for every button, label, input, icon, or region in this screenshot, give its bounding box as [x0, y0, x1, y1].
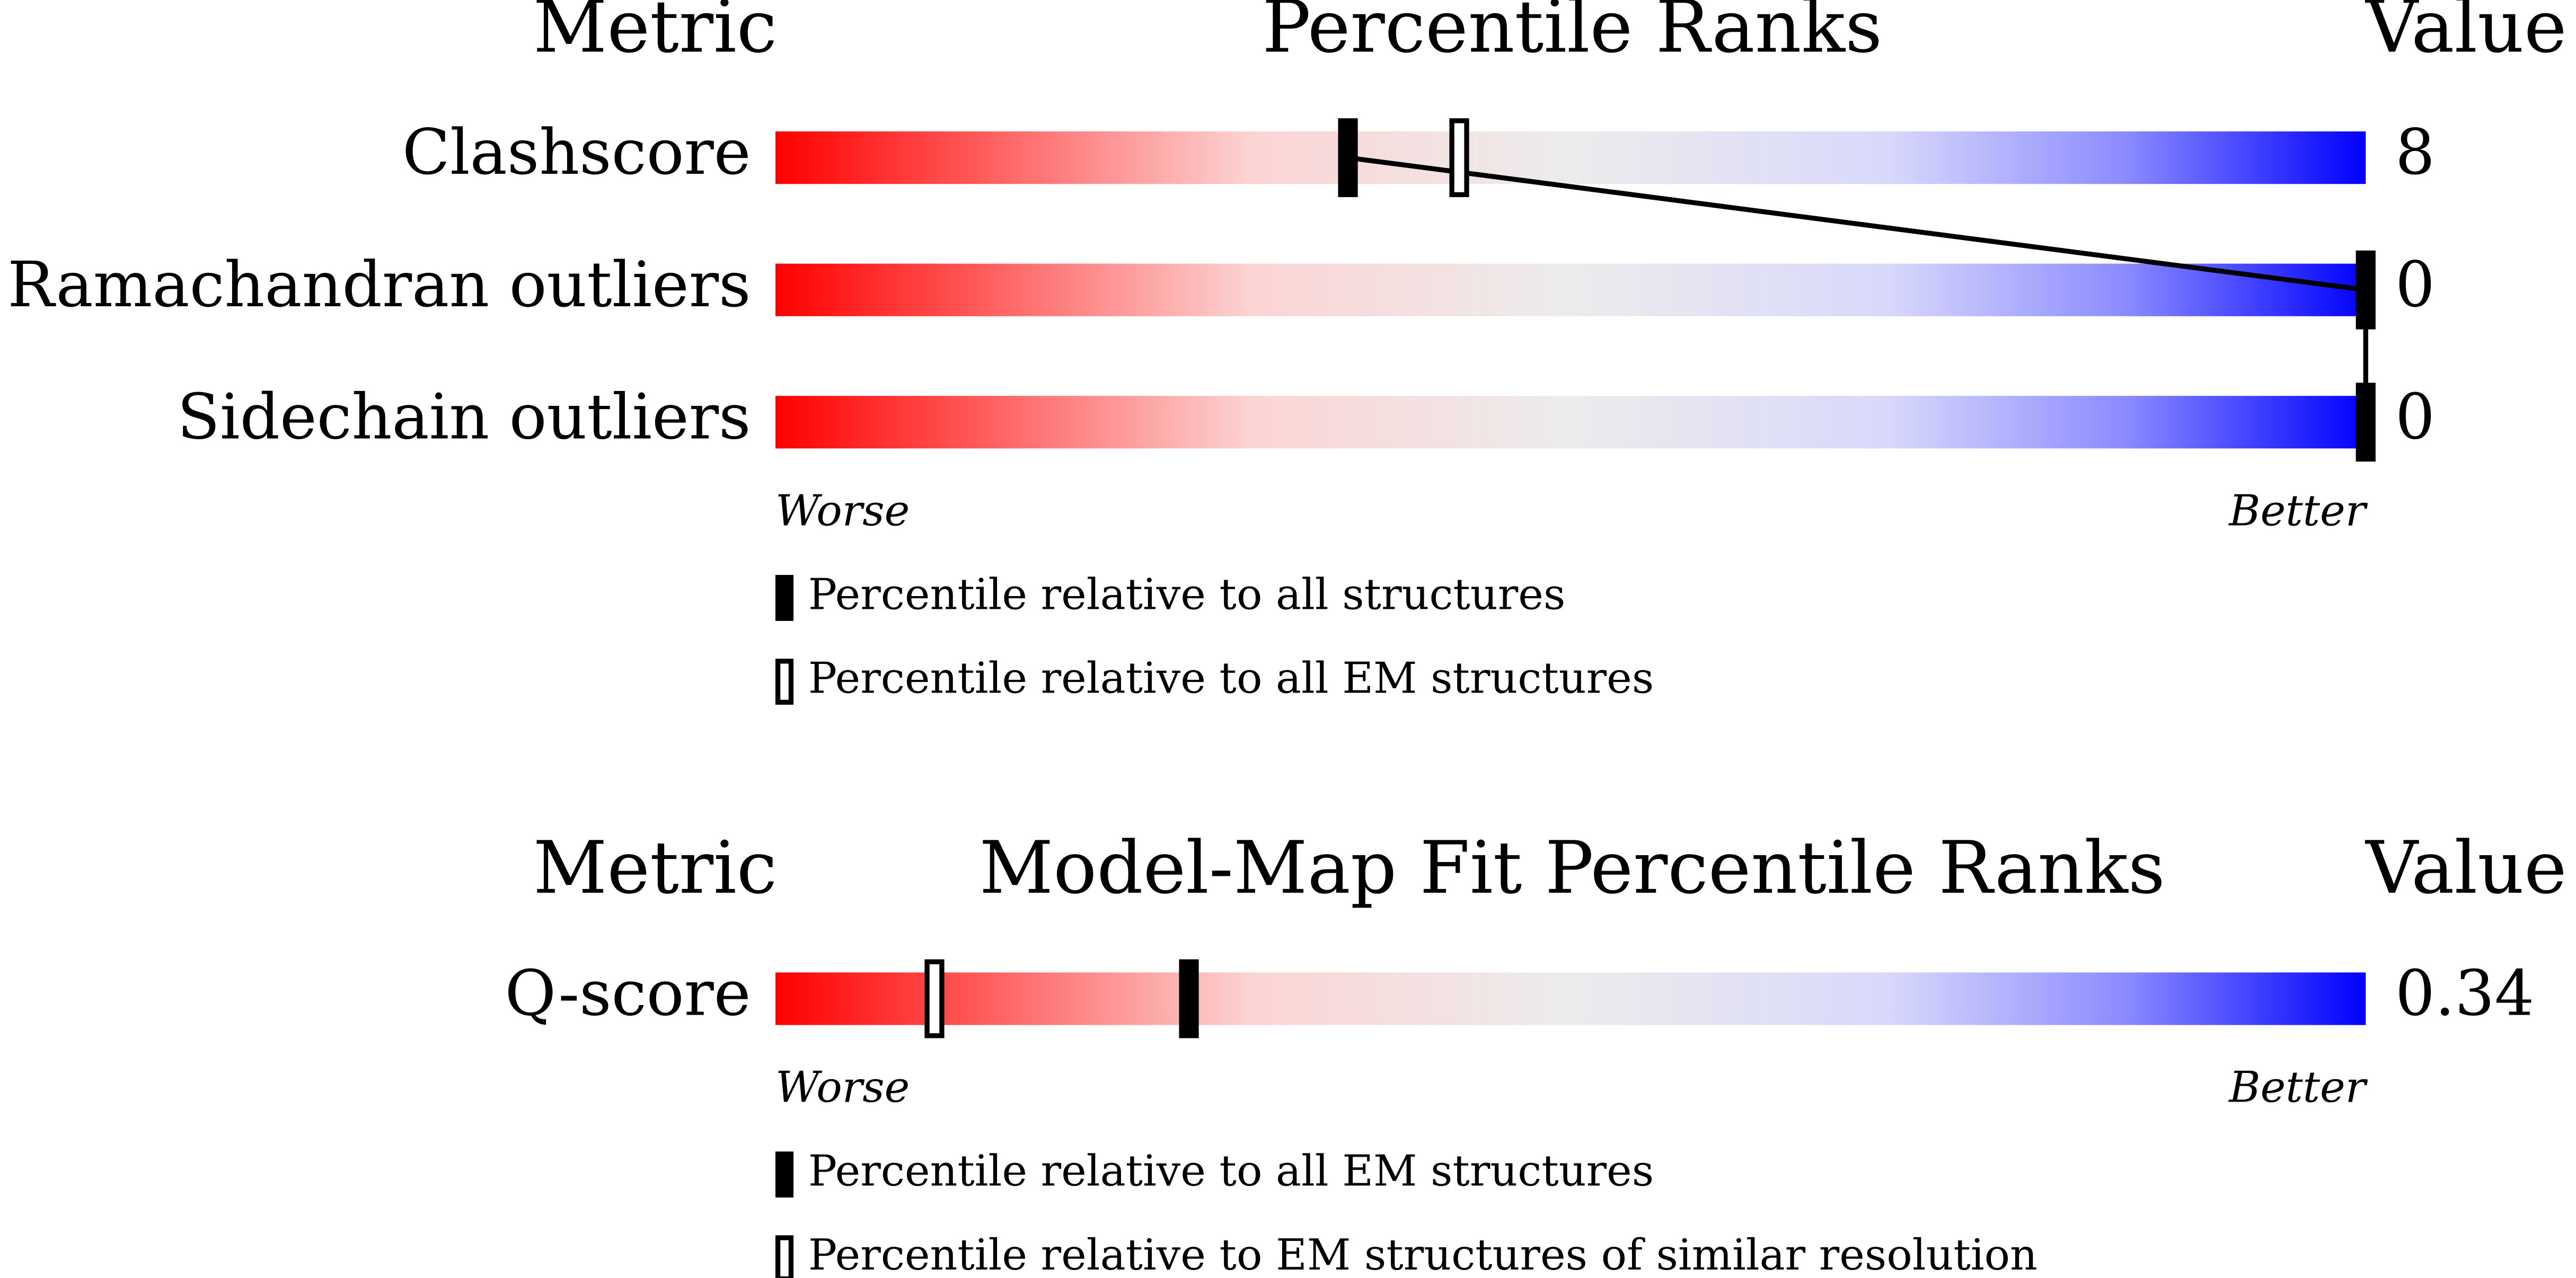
percentile-bar [775, 396, 2366, 449]
metric-label: Ramachandran outliers [7, 248, 751, 321]
value-header: Value [2365, 826, 2566, 910]
high-label: Better [2228, 486, 2368, 536]
metric-header: Metric [533, 0, 777, 69]
percentile-marker [2356, 383, 2376, 462]
metric-value: 8 [2395, 116, 2435, 189]
percentile-marker-hollow [1449, 118, 1469, 198]
legend-marker [775, 575, 794, 621]
legend-label: Percentile relative to all EM structures [808, 654, 1654, 704]
legend-marker-hollow [775, 659, 794, 705]
metric-value: 0.34 [2395, 957, 2534, 1030]
metric-value: 0 [2395, 248, 2435, 321]
value-header: Value [2365, 0, 2566, 69]
metric-label: Sidechain outliers [177, 380, 751, 453]
high-label: Better [2228, 1063, 2368, 1113]
metric-header: Metric [533, 826, 777, 910]
percentile-bar [775, 972, 2366, 1025]
percentile-bar [775, 263, 2366, 316]
percentile-marker [2356, 250, 2376, 330]
metric-value: 0 [2395, 380, 2435, 453]
percentile-bar [775, 131, 2366, 184]
percentile-marker-hollow [924, 959, 945, 1039]
legend-label: Percentile relative to all EM structures [808, 1147, 1654, 1196]
legend-marker-hollow [775, 1235, 794, 1278]
metric-label: Q-score [505, 957, 751, 1030]
legend-marker [775, 1151, 794, 1198]
percentile-marker [1179, 959, 1199, 1039]
legend-label: Percentile relative to EM structures of … [808, 1230, 2037, 1278]
chart-title: Model-Map Fit Percentile Ranks [980, 826, 2165, 910]
percentile-marker [1338, 118, 1358, 198]
metric-label: Clashscore [402, 116, 751, 189]
low-label: Worse [775, 1063, 910, 1113]
chart-title: Percentile Ranks [1262, 0, 1882, 69]
low-label: Worse [775, 486, 910, 536]
legend-label: Percentile relative to all structures [808, 570, 1565, 619]
